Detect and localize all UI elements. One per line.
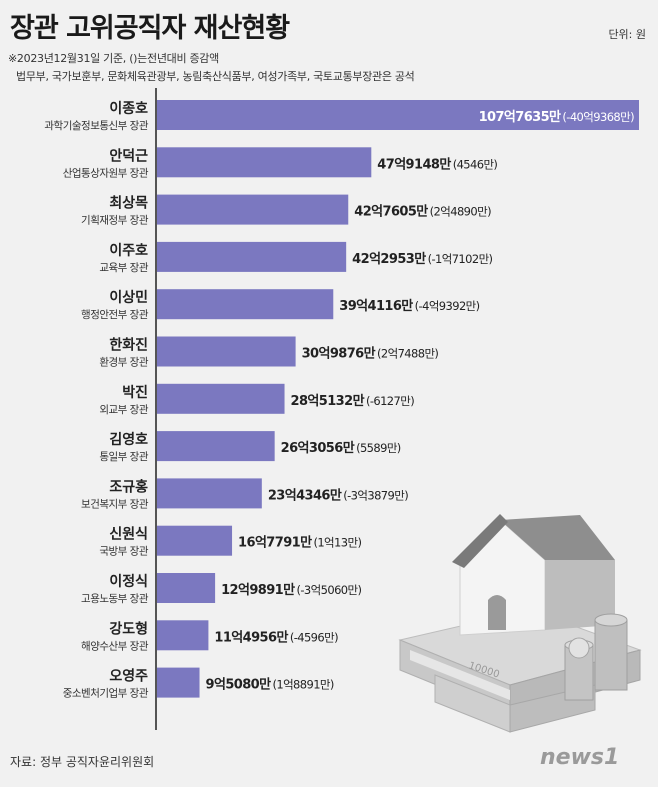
bar — [157, 383, 285, 414]
value-label: 42억7605만 (2억4890만) — [354, 204, 491, 220]
value-label: 42억2953만 (-1억7102만) — [352, 251, 492, 267]
bar — [157, 147, 372, 178]
news1-logo: news1 — [540, 745, 619, 770]
bar — [157, 336, 296, 367]
ministry-label: 과학기술정보통신부 장관 — [44, 120, 148, 132]
ministry-label: 교육부 장관 — [99, 262, 148, 274]
unit-label: 단위: 원 — [608, 28, 646, 41]
change-amount: (1억8891만) — [272, 678, 333, 692]
value-amount: 12억9891만 — [221, 582, 295, 598]
source-note: 자료: 정부 공직자윤리위원회 — [10, 755, 155, 769]
value-amount: 11억4956만 — [214, 629, 288, 645]
change-amount: (1억13만) — [313, 536, 361, 550]
value-label: 23억4346만 (-3억3879만) — [268, 487, 408, 503]
change-amount: (4546만) — [453, 157, 498, 171]
bar — [157, 289, 334, 320]
minister-name: 안덕근 — [109, 147, 148, 164]
value-amount: 42억2953만 — [352, 251, 426, 267]
chart-title: 장관 고위공직자 재산현황 — [10, 13, 290, 44]
bar — [157, 667, 200, 698]
ministry-label: 중소벤처기업부 장관 — [63, 687, 149, 700]
value-amount: 9억5080만 — [206, 677, 272, 693]
bar — [157, 431, 275, 462]
value-label: 9억5080만 (1억8891만) — [206, 677, 334, 693]
minister-name: 박진 — [122, 384, 148, 401]
change-amount: (2억4890만) — [430, 205, 491, 219]
bar — [157, 573, 216, 603]
ministry-label: 환경부 장관 — [99, 356, 148, 369]
minister-name: 이상민 — [109, 289, 148, 306]
value-label: 47억9148만 (4546만) — [377, 156, 497, 172]
change-amount: (-40억9368만) — [562, 110, 634, 124]
value-amount: 16억7791만 — [238, 535, 312, 551]
value-amount: 30억9876만 — [302, 346, 376, 362]
ministry-label: 국방부 장관 — [99, 546, 148, 558]
minister-name: 신원식 — [109, 527, 148, 543]
change-amount: (-3억3879만) — [343, 488, 408, 502]
footnote-basis: ※2023년12월31일 기준, ()는전년대비 증감액 — [8, 52, 219, 65]
value-amount: 28억5132만 — [291, 393, 365, 409]
minister-name: 이종호 — [109, 100, 148, 117]
value-label: 107억7635만 (-40억9368만) — [479, 109, 635, 125]
value-label: 28억5132만 (-6127만) — [291, 393, 415, 409]
value-label: 11억4956만 (-4596만) — [214, 629, 338, 645]
value-amount: 26억3056만 — [281, 440, 355, 456]
news1-logo-text: news1 — [540, 745, 619, 770]
ministry-label: 통일부 장관 — [99, 450, 148, 463]
ministry-label: 외교부 장관 — [99, 404, 148, 416]
value-label: 30억9876만 (2억7488만) — [302, 346, 439, 362]
minister-name: 조규홍 — [109, 478, 148, 495]
change-amount: (2억7488만) — [377, 347, 438, 361]
value-label: 16억7791만 (1억13만) — [238, 535, 361, 551]
ministry-label: 산업통상자원부 장관 — [63, 166, 149, 179]
minister-name: 최상목 — [109, 196, 148, 212]
house-icon — [452, 514, 615, 636]
ministry-label: 해양수산부 장관 — [81, 639, 149, 652]
house-money-illustration: 10000 — [398, 514, 642, 733]
value-label: 39억4116만 (-4억9392만) — [339, 298, 479, 314]
change-amount: (-4596만) — [290, 630, 338, 644]
bar — [157, 100, 639, 130]
value-amount: 42억7605만 — [354, 204, 428, 220]
minister-name: 오영주 — [109, 668, 148, 685]
value-amount: 23억4346만 — [268, 487, 342, 503]
value-amount: 47억9148만 — [377, 156, 451, 172]
minister-name: 이정식 — [109, 573, 148, 590]
coin-stack-icon — [564, 613, 628, 701]
bar — [157, 525, 233, 556]
change-amount: (-3억5060만) — [297, 583, 362, 597]
value-label: 26억3056만 (5589만) — [281, 440, 401, 456]
value-amount: 107억7635만 — [479, 109, 561, 125]
change-amount: (5589만) — [356, 441, 401, 455]
bar — [157, 241, 347, 272]
minister-name: 한화진 — [109, 337, 148, 354]
bar — [157, 620, 209, 651]
ministry-label: 고용노동부 장관 — [81, 593, 149, 605]
value-label: 12억9891만 (-3억5060만) — [221, 582, 361, 598]
footnote-vacancies: 법무부, 국가보훈부, 문화체육관광부, 농림축산식품부, 여성가족부, 국토교… — [16, 70, 415, 83]
bar-axis-line — [155, 88, 157, 730]
change-amount: (-6127만) — [366, 394, 414, 408]
change-amount: (-4억9392만) — [415, 299, 480, 313]
ministry-label: 기획재정부 장관 — [81, 215, 149, 227]
minister-name: 이주호 — [109, 242, 148, 259]
minister-name: 강도형 — [109, 620, 148, 637]
bar — [157, 478, 262, 509]
ministry-label: 보건복지부 장관 — [81, 498, 149, 510]
change-amount: (-1억7102만) — [428, 252, 493, 266]
value-amount: 39억4116만 — [339, 298, 413, 314]
minister-name: 김영호 — [109, 431, 148, 448]
bar — [157, 194, 349, 225]
ministry-label: 행정안전부 장관 — [81, 309, 149, 321]
